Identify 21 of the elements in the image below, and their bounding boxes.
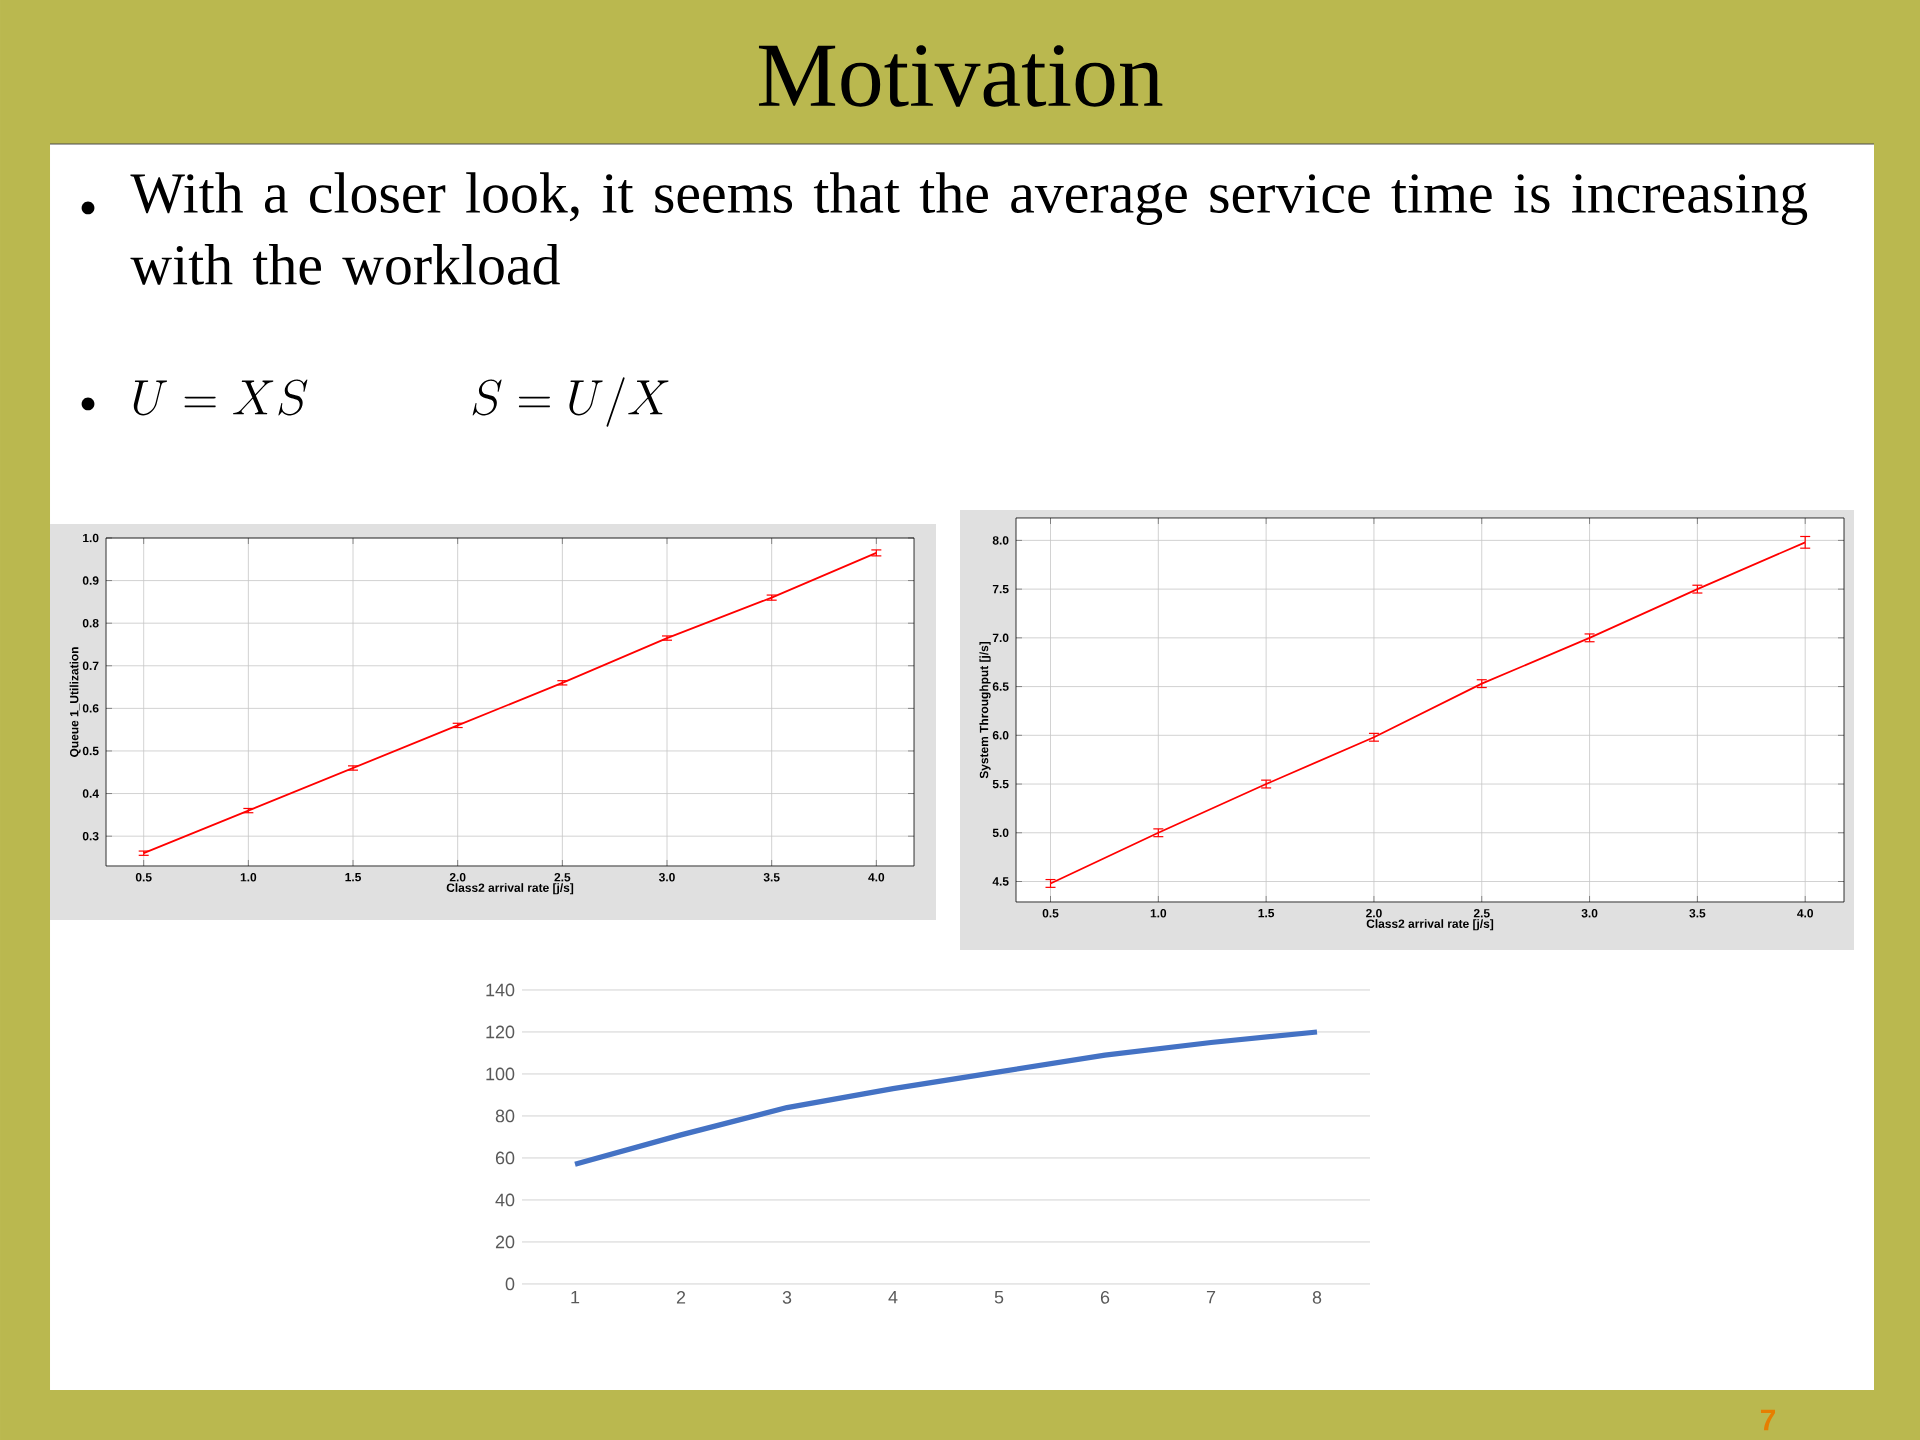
x-tick-label: 7 xyxy=(1206,1291,1216,1304)
text: With a closer look, it seems that the average service time is increasing with the workload xyxy=(130,172,1808,285)
y-tick-label: 80 xyxy=(495,1109,515,1123)
chart-title: Motivation xyxy=(758,45,1163,107)
y-tick-label: 20 xyxy=(495,1235,515,1249)
x-tick-label: 5 xyxy=(994,1291,1004,1304)
y-tick-label: 0 xyxy=(505,1277,515,1291)
x-tick-label: 3 xyxy=(782,1291,792,1304)
line-series xyxy=(572,1029,1320,1167)
text: 7 xyxy=(1760,1409,1776,1431)
x-tick-label: 8 xyxy=(1312,1291,1322,1304)
y-tick-label: 140 xyxy=(486,983,515,997)
y-tick-label: 60 xyxy=(495,1151,515,1165)
y-tick-label: 40 xyxy=(495,1193,515,1207)
x-tick-label: 2 xyxy=(676,1291,686,1304)
y-tick-label: 120 xyxy=(486,1025,515,1039)
x-tick-label: 6 xyxy=(1100,1291,1110,1304)
text: $U = XS \qquad\quad S = U/X$ xyxy=(133,377,669,427)
x-tick-label: 1 xyxy=(571,1291,580,1304)
y-tick-label: 100 xyxy=(486,1067,515,1081)
x-tick-label: 4 xyxy=(888,1291,898,1304)
